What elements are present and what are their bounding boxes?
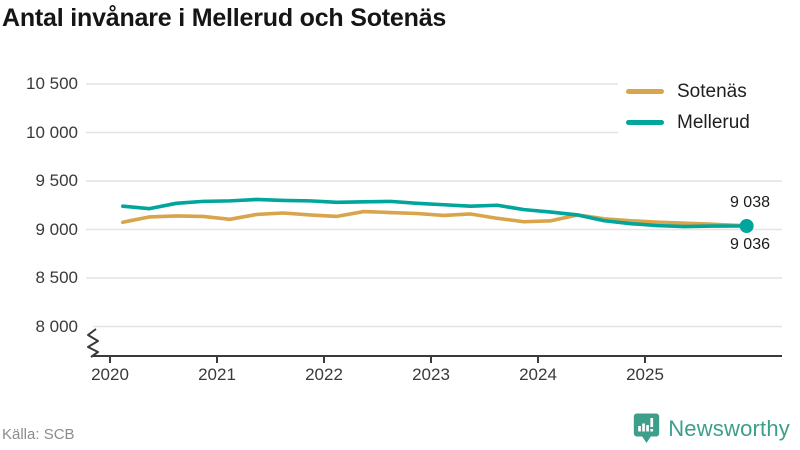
x-tick-2021: 2021: [198, 365, 236, 384]
chart-title: Antal invånare i Mellerud och Sotenäs: [2, 4, 447, 32]
legend-item-sotenas: Sotenäs: [626, 76, 784, 107]
y-tick-9000: 9 000: [35, 219, 78, 239]
x-axis: [93, 355, 782, 363]
gridlines: [86, 83, 782, 328]
newsworthy-logo[interactable]: Newsworthy: [633, 413, 790, 444]
y-tick-10000: 10 000: [26, 122, 78, 142]
legend-item-mellerud: Mellerud: [626, 107, 784, 138]
y-tick-8000: 8 000: [35, 316, 78, 336]
x-tick-2020: 2020: [91, 365, 129, 384]
axis-break-zigzag-icon: [87, 328, 99, 358]
legend-label-sotenas: Sotenäs: [677, 80, 747, 102]
brand-name: Newsworthy: [668, 415, 790, 441]
end-value-label-mellerud: 9 036: [729, 236, 770, 253]
line-sotens: [121, 209, 749, 228]
y-tick-10500: 10 500: [26, 74, 78, 93]
series-lines: [121, 197, 754, 234]
y-tick-8500: 8 500: [35, 268, 78, 287]
sotenas-line-swatch: [626, 89, 664, 94]
x-tick-2023: 2023: [412, 365, 450, 384]
x-tick-2024: 2024: [519, 365, 557, 384]
end-value-label-sotenas: 9 038: [729, 194, 770, 211]
newsworthy-bars-icon: [633, 413, 660, 443]
x-tick-2025: 2025: [626, 365, 664, 384]
x-tick-2022: 2022: [305, 365, 343, 384]
mellerud-line-swatch: [626, 120, 664, 125]
source-note: Källa: SCB: [2, 426, 75, 443]
y-tick-9500: 9 500: [35, 171, 78, 190]
end-point-dot: [739, 219, 754, 234]
legend-label-mellerud: Mellerud: [677, 111, 750, 133]
legend: Sotenäs Mellerud: [618, 72, 784, 142]
line-mellerud: [121, 197, 749, 229]
